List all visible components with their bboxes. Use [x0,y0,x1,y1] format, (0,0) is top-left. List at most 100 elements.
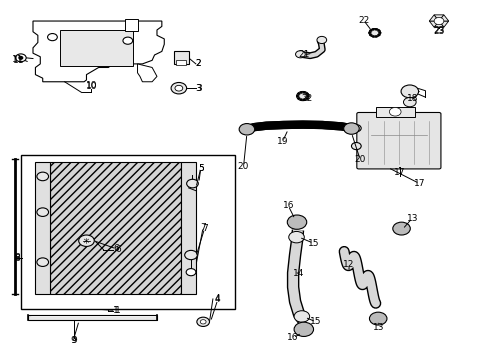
Bar [125,18,137,31]
Bar [181,162,196,294]
Circle shape [377,34,380,36]
Circle shape [197,317,209,327]
Circle shape [37,258,48,266]
Circle shape [374,28,377,31]
Polygon shape [433,15,443,21]
Text: 16: 16 [282,201,293,210]
Circle shape [374,35,377,37]
Text: 1: 1 [115,306,121,315]
Bar [176,60,186,65]
Circle shape [296,91,308,101]
Text: 15: 15 [309,317,321,326]
FancyBboxPatch shape [356,112,440,169]
Circle shape [392,222,409,235]
Circle shape [295,51,305,58]
Circle shape [297,93,300,95]
Text: 6: 6 [114,244,119,253]
Circle shape [293,322,313,337]
Circle shape [306,95,309,97]
Text: 22: 22 [357,16,368,25]
Circle shape [299,99,302,101]
Polygon shape [33,21,164,82]
Circle shape [186,179,198,188]
Circle shape [371,28,374,31]
Text: 14: 14 [293,269,304,278]
Text: 6: 6 [115,245,121,254]
Circle shape [184,250,197,260]
Circle shape [368,28,380,37]
Text: 7: 7 [200,222,205,231]
Circle shape [367,32,370,34]
Circle shape [433,18,443,24]
Circle shape [296,95,299,97]
Circle shape [368,30,371,32]
Text: 18: 18 [406,94,417,103]
Polygon shape [438,21,448,27]
Bar [28,315,157,320]
Text: 2: 2 [195,59,201,68]
Text: 17: 17 [413,179,425,188]
Circle shape [351,125,361,132]
Text: 13: 13 [406,214,417,223]
Text: 15: 15 [307,239,319,248]
Text: 2: 2 [195,59,201,68]
Text: 19: 19 [276,137,287,146]
Circle shape [287,215,306,229]
Circle shape [239,123,254,135]
Circle shape [378,32,381,34]
Circle shape [343,123,359,134]
Circle shape [79,235,94,247]
Text: 5: 5 [198,164,203,173]
Text: 22: 22 [301,94,312,103]
Polygon shape [438,15,448,21]
Text: 9: 9 [70,336,76,345]
Text: 8: 8 [14,254,20,263]
Bar [35,162,50,294]
Text: 10: 10 [85,81,97,90]
Circle shape [388,108,400,116]
Text: 5: 5 [198,164,203,173]
Circle shape [303,91,305,94]
Text: 21: 21 [298,50,309,59]
Circle shape [305,93,308,95]
Text: 20: 20 [237,162,249,171]
Bar [174,51,188,64]
Circle shape [293,311,309,322]
Text: 4: 4 [215,295,220,304]
Polygon shape [137,64,157,82]
Circle shape [171,82,186,94]
Text: 23: 23 [432,26,444,35]
Circle shape [200,320,205,324]
Circle shape [377,30,380,32]
Circle shape [175,85,183,91]
Circle shape [368,34,371,36]
Circle shape [186,269,196,276]
Circle shape [297,97,300,99]
Text: 3: 3 [196,84,202,93]
Text: 11: 11 [12,55,23,64]
Text: 20: 20 [354,155,365,164]
Circle shape [122,37,132,44]
Circle shape [305,97,308,99]
Polygon shape [428,21,438,27]
Circle shape [37,172,48,181]
Text: 1: 1 [113,306,118,315]
Circle shape [303,99,305,101]
Circle shape [47,33,57,41]
Polygon shape [433,21,443,27]
Circle shape [316,36,326,44]
Bar [375,107,414,117]
Circle shape [37,208,48,216]
Polygon shape [428,15,438,21]
Circle shape [371,35,374,37]
Text: 7: 7 [202,224,207,233]
Text: 10: 10 [85,82,97,91]
Text: 17: 17 [393,168,405,177]
Text: 11: 11 [13,56,24,65]
Circle shape [351,143,361,150]
Text: 9: 9 [71,336,77,345]
Circle shape [400,85,418,98]
Circle shape [403,98,415,107]
Bar [60,30,132,66]
Circle shape [299,91,302,94]
